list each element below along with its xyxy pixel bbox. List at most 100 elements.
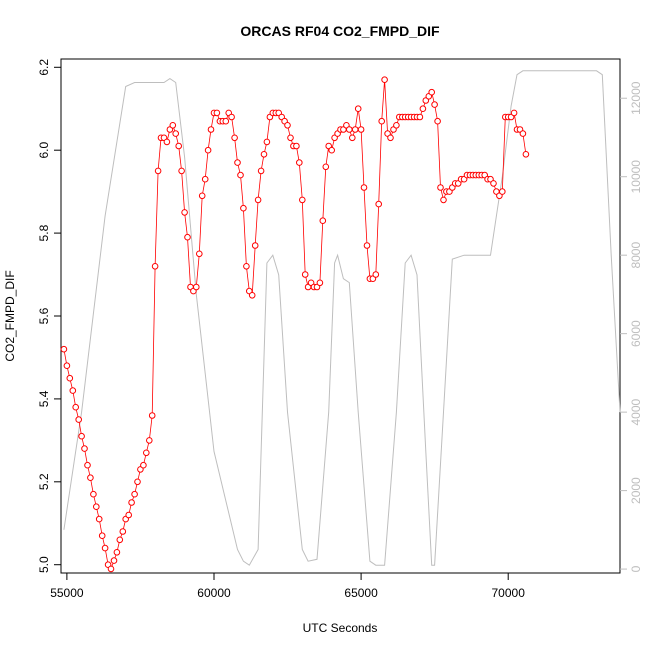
y-tick-label: 5.2 <box>37 473 51 490</box>
co2-point <box>296 159 303 166</box>
co2-point <box>260 151 268 158</box>
y2-tick-label: 4000 <box>629 398 643 425</box>
co2-point <box>428 88 436 96</box>
co2-point <box>93 503 100 511</box>
y2-tick-label: 6000 <box>629 320 643 347</box>
co2-point <box>69 387 77 394</box>
co2-point <box>375 200 383 208</box>
co2-point <box>131 490 138 498</box>
co2-point <box>198 192 206 200</box>
co2-point <box>431 101 438 108</box>
co2-point <box>293 142 300 150</box>
co2-point <box>381 76 388 83</box>
co2-point <box>346 126 353 133</box>
co2-point <box>178 167 185 175</box>
y-tick-label: 5.6 <box>37 307 51 324</box>
co2-point <box>87 474 94 482</box>
co2-point <box>72 403 79 411</box>
x-axis-label: UTC Seconds <box>303 621 378 635</box>
y-tick-label: 6.0 <box>37 142 51 159</box>
altitude-line <box>63 70 621 566</box>
co2-point <box>354 105 362 112</box>
co2-point <box>193 283 200 291</box>
co2-point <box>172 130 179 137</box>
co2-point <box>522 151 530 158</box>
co2-point <box>437 184 444 191</box>
x-tick-label: 60000 <box>197 586 231 600</box>
co2-point <box>419 105 427 112</box>
x-tick-label: 70000 <box>492 586 526 600</box>
co2-point <box>213 109 221 117</box>
y2-tick-label: 10000 <box>629 160 643 194</box>
y-axis-left: 5.0 5.2 5.4 5.6 5.8 6.0 6.2 <box>37 59 61 573</box>
co2-point <box>319 217 327 224</box>
co2-point <box>434 117 441 125</box>
co2-point <box>181 209 188 216</box>
co2-point <box>81 445 88 452</box>
co2-point <box>201 175 209 183</box>
co2-point <box>251 242 259 249</box>
co2-point <box>301 271 309 278</box>
x-tick-label: 65000 <box>344 586 378 600</box>
co2-point <box>316 279 324 287</box>
co2-point <box>263 138 271 146</box>
co2-point <box>98 532 106 540</box>
x-axis: 55000 60000 65000 70000 <box>50 573 525 600</box>
co2-point <box>134 478 141 486</box>
co2-point <box>116 536 124 544</box>
co2-point <box>299 196 306 204</box>
co2-point <box>393 122 400 129</box>
co2-point <box>519 130 527 137</box>
altitude-series <box>63 70 621 566</box>
co2-point <box>66 374 74 382</box>
y2-tick-label: 0 <box>629 565 643 572</box>
co2-point <box>107 565 115 573</box>
co2-point <box>110 557 118 564</box>
co2-point <box>363 242 371 249</box>
co2-point <box>440 196 447 204</box>
y-tick-label: 6.2 <box>37 59 51 76</box>
co2-point <box>416 113 424 121</box>
co2-point <box>510 109 518 117</box>
y-axis-right: 0 2000 4000 6000 8000 10000 12000 <box>620 81 643 572</box>
co2-point <box>154 167 162 175</box>
co2-point <box>140 461 147 469</box>
co2-point <box>387 134 394 142</box>
co2-point <box>349 134 356 142</box>
co2-point <box>95 515 103 523</box>
y2-tick-label: 8000 <box>629 242 643 269</box>
co2-point <box>372 271 380 278</box>
co2-point <box>243 263 250 270</box>
y-tick-label: 5.8 <box>37 224 51 241</box>
co2-point <box>151 263 159 270</box>
co2-point <box>248 292 256 299</box>
y-tick-label: 5.0 <box>37 556 51 573</box>
co2-point <box>84 461 91 469</box>
co2-point <box>234 159 241 166</box>
co2-point <box>78 432 85 440</box>
co2-point <box>328 146 336 154</box>
co2-point <box>237 171 244 179</box>
co2-point <box>351 126 359 133</box>
co2-point <box>287 134 294 142</box>
co2-point <box>125 511 132 519</box>
co2-point <box>163 138 171 146</box>
co2-point <box>143 449 150 457</box>
co2-point <box>204 146 212 154</box>
y2-tick-label: 2000 <box>629 477 643 504</box>
co2-point <box>63 362 71 370</box>
co2-point <box>128 499 135 506</box>
y-tick-label: 5.4 <box>37 390 51 407</box>
co2-point <box>184 233 191 241</box>
co2-point <box>284 122 291 129</box>
co2-point <box>75 416 82 423</box>
y2-tick-label: 12000 <box>629 81 643 115</box>
co2-point <box>360 184 368 191</box>
plot-frame <box>60 58 621 574</box>
co2-point <box>207 126 215 133</box>
co2-point <box>228 113 235 121</box>
co2-point <box>257 167 265 175</box>
co2-point <box>254 196 262 204</box>
co2-point <box>113 549 121 556</box>
co2-point <box>499 188 506 195</box>
